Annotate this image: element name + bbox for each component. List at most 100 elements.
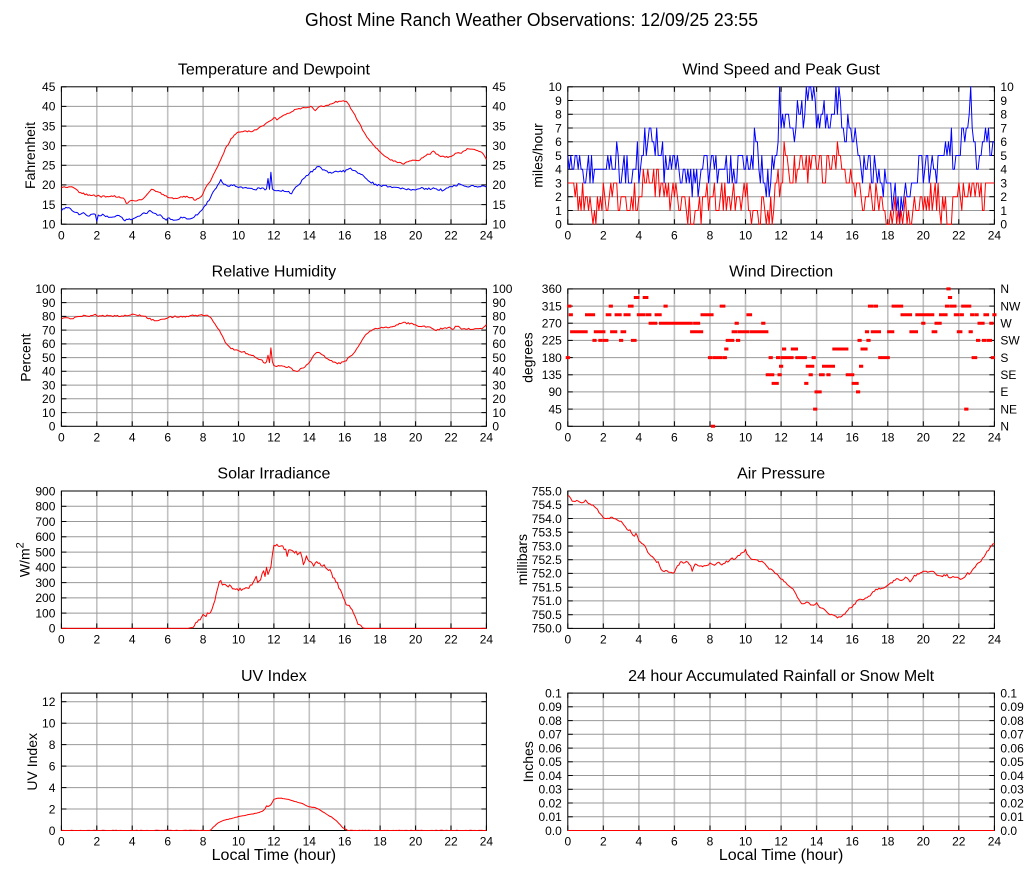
svg-text:E: E bbox=[1000, 385, 1008, 399]
svg-text:753.0: 753.0 bbox=[532, 539, 562, 553]
svg-text:Temperature and Dewpoint: Temperature and Dewpoint bbox=[178, 62, 371, 79]
svg-text:6: 6 bbox=[164, 633, 171, 647]
svg-text:0.04: 0.04 bbox=[1000, 769, 1024, 783]
svg-text:0.09: 0.09 bbox=[538, 700, 562, 714]
svg-text:40: 40 bbox=[492, 100, 506, 114]
svg-text:0.03: 0.03 bbox=[1000, 783, 1024, 797]
svg-text:25: 25 bbox=[42, 159, 56, 173]
svg-text:50: 50 bbox=[42, 351, 56, 365]
svg-text:0: 0 bbox=[49, 420, 56, 434]
svg-text:20: 20 bbox=[42, 392, 56, 406]
svg-text:800: 800 bbox=[35, 500, 55, 514]
svg-text:24: 24 bbox=[988, 835, 1002, 849]
svg-text:0.05: 0.05 bbox=[538, 755, 562, 769]
svg-text:12: 12 bbox=[774, 633, 788, 647]
svg-text:6: 6 bbox=[671, 228, 678, 242]
svg-text:4: 4 bbox=[129, 228, 136, 242]
svg-text:100: 100 bbox=[492, 282, 512, 296]
svg-text:35: 35 bbox=[42, 119, 56, 133]
svg-text:20: 20 bbox=[409, 835, 423, 849]
svg-text:22: 22 bbox=[444, 228, 458, 242]
svg-text:4: 4 bbox=[636, 835, 643, 849]
svg-text:6: 6 bbox=[164, 835, 171, 849]
svg-text:0.0: 0.0 bbox=[1000, 824, 1017, 838]
svg-text:1: 1 bbox=[1000, 204, 1007, 218]
svg-text:0.1: 0.1 bbox=[545, 686, 562, 700]
svg-text:20: 20 bbox=[42, 178, 56, 192]
svg-text:10: 10 bbox=[232, 431, 246, 445]
svg-text:UV Index: UV Index bbox=[24, 733, 40, 791]
svg-text:8: 8 bbox=[200, 228, 207, 242]
svg-text:8: 8 bbox=[555, 108, 562, 122]
svg-text:Local Time (hour): Local Time (hour) bbox=[212, 847, 337, 864]
svg-text:6: 6 bbox=[671, 633, 678, 647]
svg-text:750.5: 750.5 bbox=[532, 608, 562, 622]
svg-text:18: 18 bbox=[881, 835, 895, 849]
svg-text:30: 30 bbox=[42, 139, 56, 153]
svg-text:100: 100 bbox=[35, 606, 55, 620]
svg-text:12: 12 bbox=[267, 431, 281, 445]
svg-text:N: N bbox=[1000, 420, 1009, 434]
svg-text:14: 14 bbox=[303, 228, 317, 242]
svg-text:16: 16 bbox=[846, 228, 860, 242]
svg-text:2: 2 bbox=[93, 633, 100, 647]
svg-text:0: 0 bbox=[49, 622, 56, 636]
svg-text:N: N bbox=[1000, 282, 1009, 296]
svg-text:0.02: 0.02 bbox=[1000, 796, 1024, 810]
svg-text:0: 0 bbox=[564, 228, 571, 242]
svg-text:NW: NW bbox=[1000, 299, 1021, 313]
svg-text:5: 5 bbox=[555, 149, 562, 163]
svg-text:30: 30 bbox=[492, 139, 506, 153]
svg-text:7: 7 bbox=[1000, 121, 1007, 135]
svg-text:35: 35 bbox=[492, 119, 506, 133]
svg-text:24: 24 bbox=[480, 835, 494, 849]
svg-text:15: 15 bbox=[492, 198, 506, 212]
svg-text:6: 6 bbox=[1000, 135, 1007, 149]
svg-text:16: 16 bbox=[338, 835, 352, 849]
svg-text:millibars: millibars bbox=[514, 534, 530, 585]
svg-text:2: 2 bbox=[93, 228, 100, 242]
svg-text:2: 2 bbox=[600, 633, 607, 647]
svg-text:14: 14 bbox=[810, 835, 824, 849]
svg-text:753.5: 753.5 bbox=[532, 526, 562, 540]
svg-text:18: 18 bbox=[373, 228, 387, 242]
svg-text:12: 12 bbox=[774, 835, 788, 849]
svg-text:8: 8 bbox=[707, 835, 714, 849]
svg-text:400: 400 bbox=[35, 561, 55, 575]
svg-text:Percent: Percent bbox=[18, 333, 34, 381]
svg-text:6: 6 bbox=[671, 835, 678, 849]
svg-text:14: 14 bbox=[810, 431, 824, 445]
svg-text:0: 0 bbox=[58, 835, 65, 849]
svg-text:754.0: 754.0 bbox=[532, 512, 562, 526]
svg-text:0.0: 0.0 bbox=[545, 824, 562, 838]
svg-text:14: 14 bbox=[303, 633, 317, 647]
svg-text:Relative Humidity: Relative Humidity bbox=[212, 264, 336, 281]
svg-text:Wind Speed and Peak Gust: Wind Speed and Peak Gust bbox=[682, 62, 880, 79]
svg-text:0: 0 bbox=[58, 228, 65, 242]
svg-text:755.0: 755.0 bbox=[532, 484, 562, 498]
svg-text:12: 12 bbox=[774, 228, 788, 242]
svg-text:10: 10 bbox=[232, 228, 246, 242]
svg-text:6: 6 bbox=[164, 228, 171, 242]
svg-text:10: 10 bbox=[739, 633, 753, 647]
svg-text:W: W bbox=[1000, 317, 1012, 331]
svg-text:0.03: 0.03 bbox=[538, 783, 562, 797]
svg-text:20: 20 bbox=[492, 178, 506, 192]
svg-text:20: 20 bbox=[492, 392, 506, 406]
svg-text:70: 70 bbox=[492, 323, 506, 337]
svg-text:45: 45 bbox=[548, 402, 562, 416]
svg-text:2: 2 bbox=[93, 431, 100, 445]
svg-text:S: S bbox=[1000, 351, 1008, 365]
svg-text:2: 2 bbox=[600, 835, 607, 849]
svg-text:22: 22 bbox=[444, 835, 458, 849]
svg-text:10: 10 bbox=[42, 717, 56, 731]
svg-text:10: 10 bbox=[492, 406, 506, 420]
svg-text:0.08: 0.08 bbox=[538, 714, 562, 728]
svg-text:60: 60 bbox=[42, 337, 56, 351]
svg-text:24: 24 bbox=[480, 431, 494, 445]
svg-text:0: 0 bbox=[49, 824, 56, 838]
svg-text:6: 6 bbox=[49, 759, 56, 773]
svg-text:80: 80 bbox=[492, 310, 506, 324]
svg-text:10: 10 bbox=[42, 218, 56, 232]
svg-text:4: 4 bbox=[636, 228, 643, 242]
